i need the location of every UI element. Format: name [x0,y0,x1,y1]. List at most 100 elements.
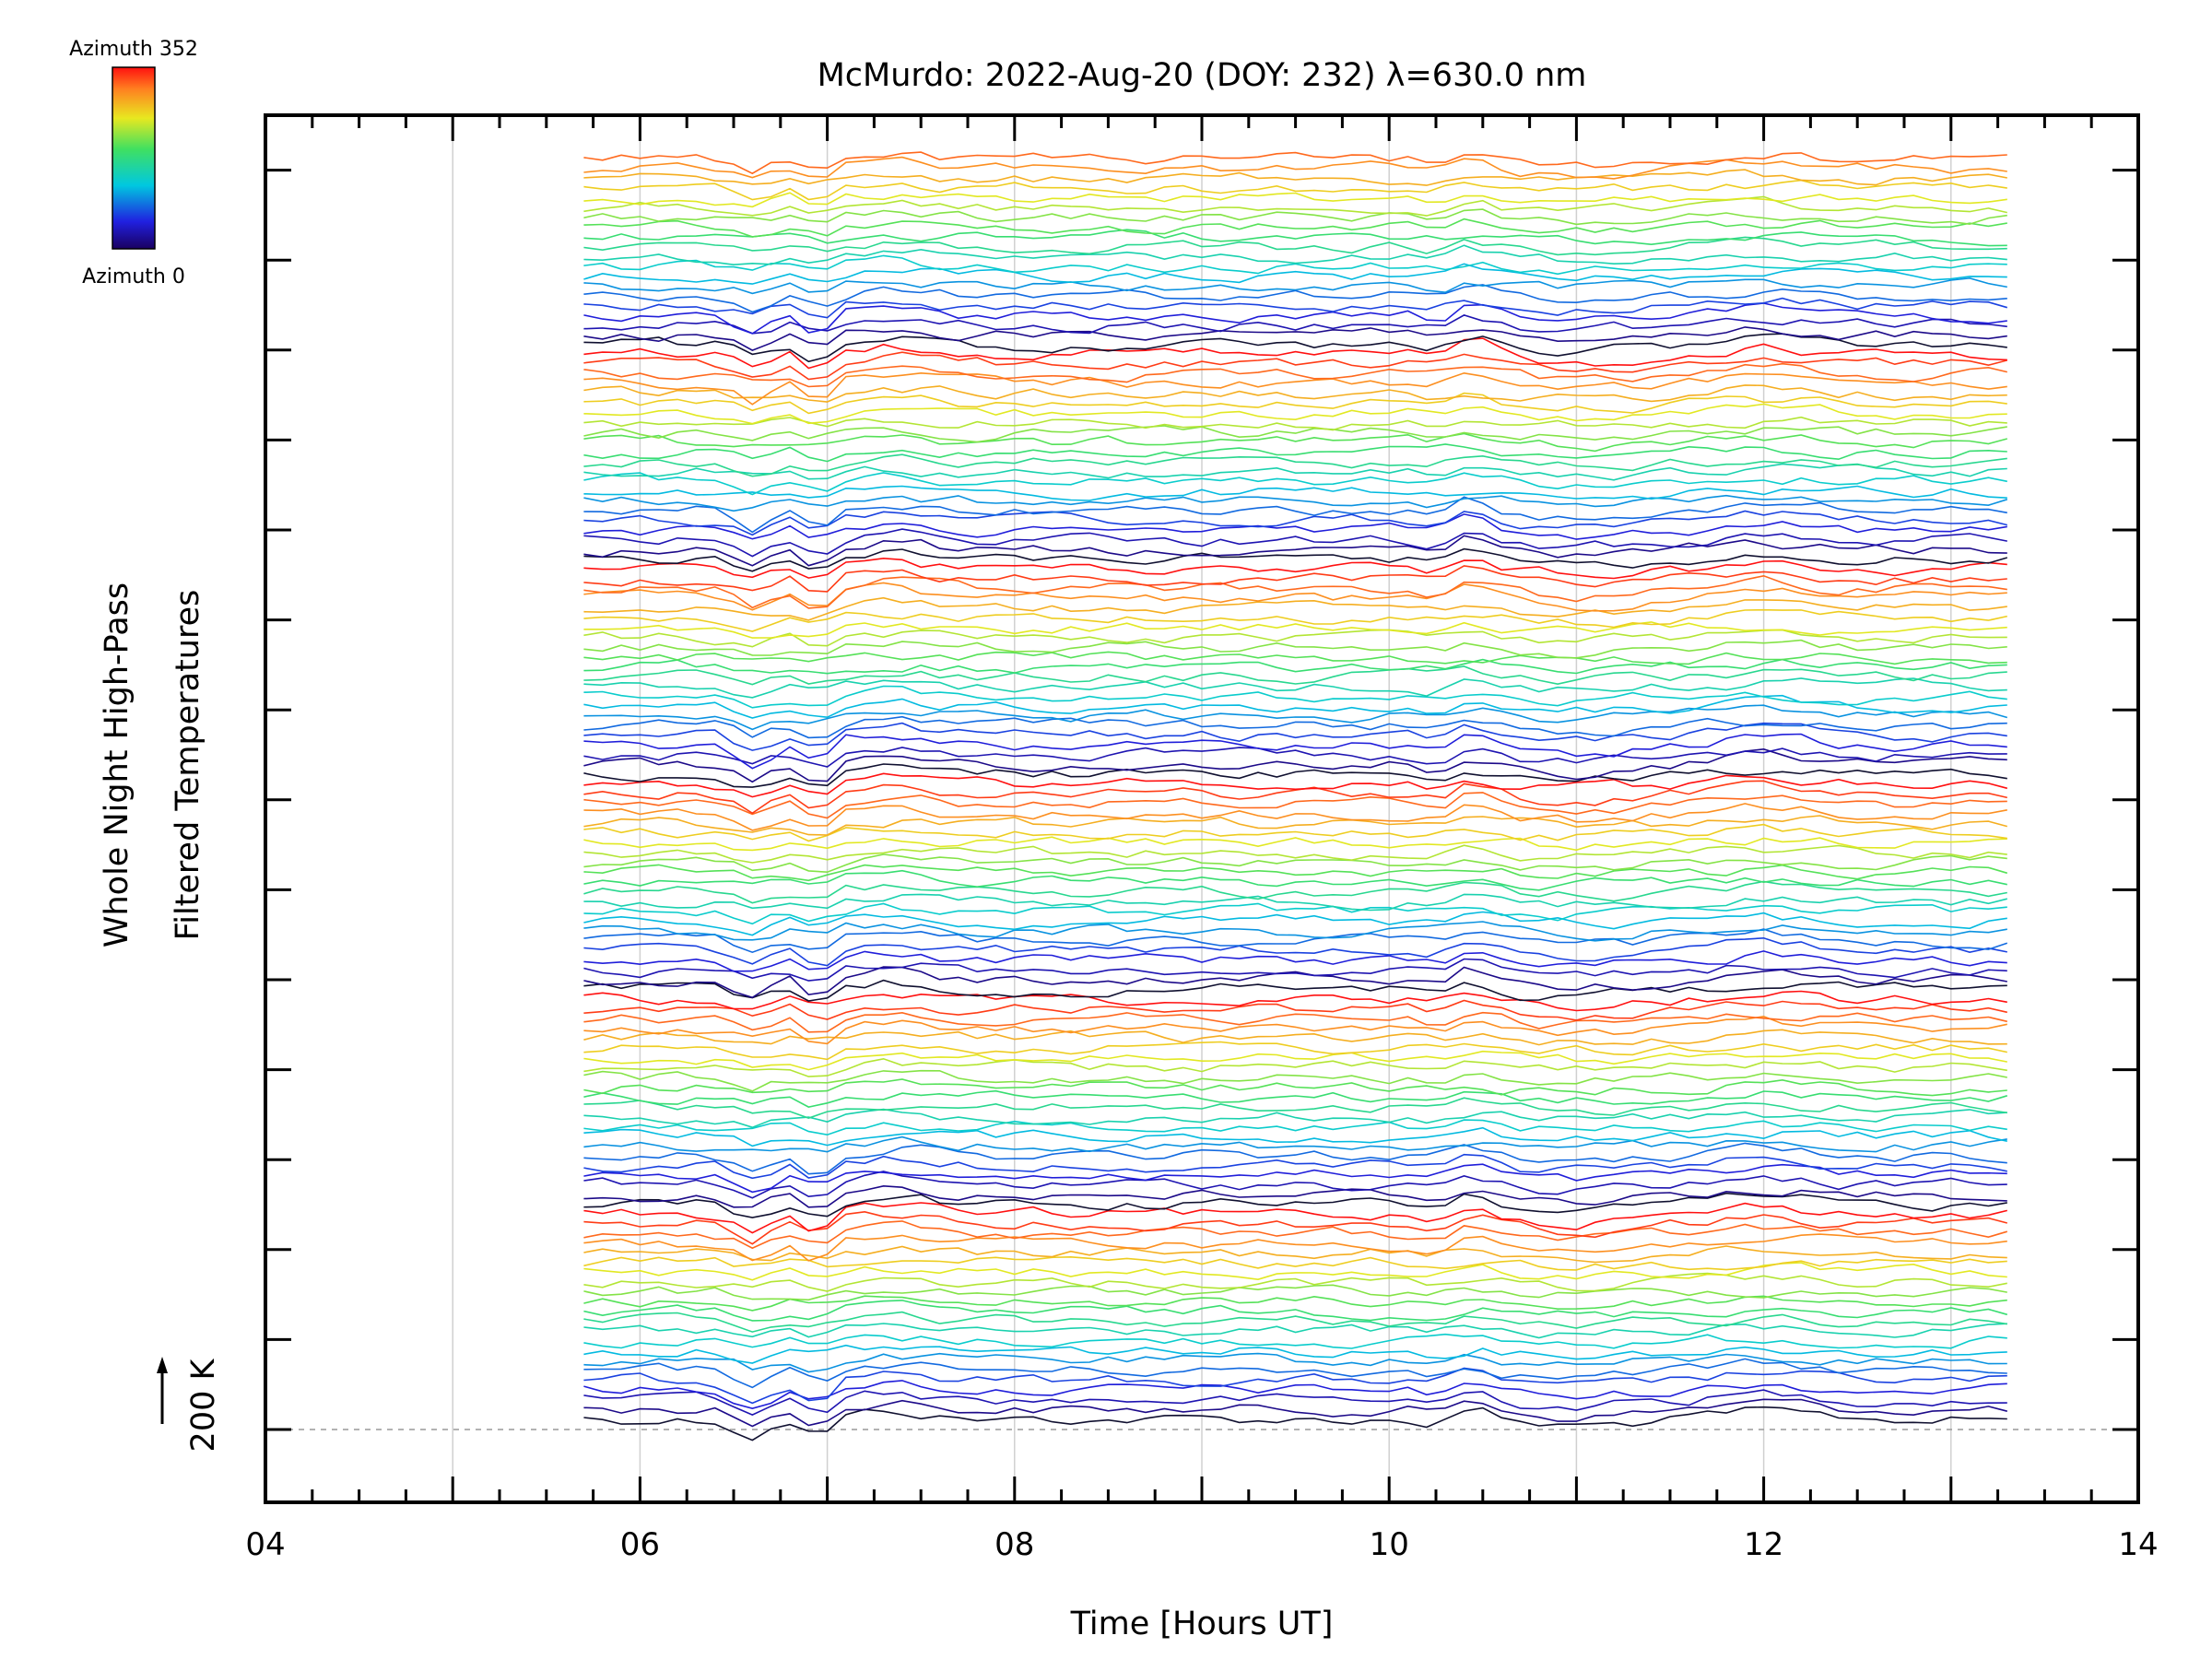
temperature-trace [583,156,2007,180]
temperature-trace [583,911,2007,936]
scale-bar [157,1357,168,1424]
temperature-trace [583,557,2007,580]
temperature-trace [583,1255,2007,1271]
temperature-trace [583,443,2007,463]
temperature-trace [583,1163,2007,1194]
temperature-trace [583,218,2007,238]
x-tick-label: 04 [245,1526,285,1563]
temperature-trace [583,1220,2008,1250]
x-tick-labels: 04 06 08 10 12 14 [245,1526,2158,1563]
temperature-trace [583,195,2007,217]
temperature-trace [583,582,2007,612]
temperature-trace [583,425,2007,443]
temperature-trace [583,371,2007,406]
temperature-trace [583,658,2007,675]
temperature-trace [583,1135,2007,1153]
temperature-trace [583,1192,2007,1218]
temperature-trace [583,453,2007,477]
temperature-trace [583,151,2007,175]
temperature-trace [583,999,2007,1021]
temperature-trace [583,472,2007,496]
temperature-trace [583,792,2007,819]
temperature-trace [583,733,2007,770]
temperature-trace [583,494,2008,512]
temperature-trace [583,979,2007,1002]
temperature-trace [583,263,2007,285]
temperature-trace [583,1344,2007,1364]
temperature-trace [583,302,2007,335]
temperature-trace [583,1352,2007,1373]
temperature-trace [583,880,2007,904]
temperature-trace [583,1389,2007,1416]
x-tick-label: 12 [1744,1526,1783,1563]
temperature-trace [583,902,2007,925]
temperature-trace [583,333,2007,363]
temperature-trace [583,1333,2007,1349]
temperature-trace [583,864,2008,882]
temperature-trace [583,416,2007,431]
temperature-trace [583,1323,2007,1339]
temperature-trace [583,1210,2008,1245]
temperature-trace [583,169,2007,186]
temperature-trace [583,547,2008,572]
temperature-trace [583,639,2007,659]
temperature-trace [583,1367,2007,1405]
temperature-trace [583,384,2007,403]
x-tick-label: 06 [620,1526,660,1563]
temperature-trace [583,1171,2007,1199]
x-tick-label: 14 [2118,1526,2158,1563]
temperature-trace [583,722,2007,751]
y-axis-label-line1: Whole Night High-Pass [99,582,135,947]
temperature-trace [583,485,2007,501]
temperature-trace [583,1041,2007,1061]
temperature-trace [583,596,2007,621]
temperature-trace [583,928,2008,954]
temperature-trace [583,1311,2007,1333]
temperature-trace [583,1108,2007,1129]
temperature-trace [583,958,2007,982]
temperature-trace [583,1097,2007,1119]
temperature-trace [583,326,2007,351]
temperature-trace [583,510,2007,536]
axis-ticks [264,115,2140,1502]
temperature-trace [583,574,2007,609]
temperature-trace [583,362,2007,388]
temperature-trace [583,1050,2007,1071]
temperature-trace [583,677,2007,699]
colorbar-top-label: Azimuth 352 [69,38,198,61]
temperature-trace [583,893,2007,912]
x-tick-label: 08 [994,1526,1034,1563]
temperature-trace [583,236,2007,256]
temperature-trace [583,1078,2007,1097]
temperature-trace [583,1284,2007,1301]
temperature-trace [583,772,2008,798]
temperature-trace [583,1184,2007,1208]
temperature-trace [583,179,2007,201]
temperature-trace [583,763,2007,788]
temperature-trace [583,432,2008,453]
colorbar-bottom-label: Azimuth 0 [82,265,185,288]
temperature-trace [583,535,2007,567]
temperature-trace [583,608,2007,632]
temperature-trace [583,1272,2007,1292]
temperature-trace [583,513,2007,540]
temperature-trace [583,853,2007,874]
temperature-trace [583,1233,2007,1262]
temperature-trace [583,747,2007,783]
temperature-trace [583,815,2008,836]
temperature-trace [583,823,2007,842]
temperature-trace [583,921,2007,942]
temperature-trace [583,192,2007,208]
temperature-trace [583,990,2007,1012]
temperature-trace [583,314,2007,335]
temperature-trace [583,1358,2007,1389]
temperature-trace [583,403,2007,425]
temperature-trace [583,836,2007,852]
temperature-trace [583,1029,2007,1046]
temperature-trace [583,297,2008,319]
temperature-trace [583,1153,2007,1180]
temperature-trace [583,208,2007,226]
temperature-trace [583,685,2007,709]
chart-title: McMurdo: 2022-Aug-20 (DOY: 232) λ=630.0 … [818,57,1587,94]
